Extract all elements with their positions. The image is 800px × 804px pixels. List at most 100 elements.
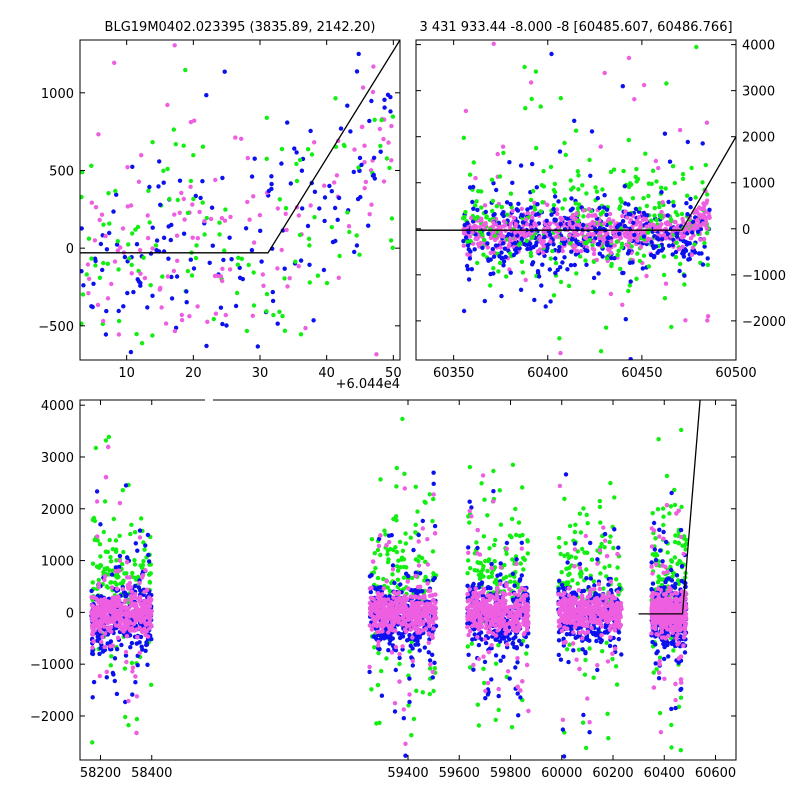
green-point [599,349,603,353]
magenta-point [214,312,218,316]
green-point [134,332,138,336]
blue-point [491,213,495,217]
green-point [608,221,612,225]
blue-point [210,206,214,210]
blue-point [204,344,208,348]
blue-point [271,290,275,294]
blue-point [110,572,114,576]
magenta-point [599,144,603,148]
blue-point [641,266,645,270]
green-point [387,166,391,170]
blue-point [701,262,705,266]
blue-point [539,283,543,287]
green-point [580,547,584,551]
magenta-point [118,245,122,249]
blue-point [484,210,488,214]
magenta-point [570,215,574,219]
magenta-point [404,629,408,633]
blue-point [503,255,507,259]
blue-point [661,246,665,250]
magenta-point [545,203,549,207]
green-point [415,509,419,513]
magenta-point [98,218,102,222]
magenta-point [501,234,505,238]
green-point [510,725,514,729]
green-point [669,745,673,749]
green-point [662,254,666,258]
green-point [645,204,649,208]
blue-point [508,202,512,206]
magenta-point [362,144,366,148]
green-point [605,712,609,716]
blue-point [519,163,523,167]
blue-point [348,129,352,133]
green-point [671,648,675,652]
green-point [89,164,93,168]
blue-point [562,754,566,758]
green-point [523,558,527,562]
green-point [462,136,466,140]
green-point [430,519,434,523]
green-point [615,682,619,686]
model-curve [80,40,400,253]
green-point [534,146,538,150]
blue-point [480,246,484,250]
green-point [582,550,586,554]
green-point [576,173,580,177]
magenta-point [591,232,595,236]
green-point [508,251,512,255]
green-point [481,574,485,578]
blue-point [95,489,99,493]
green-point [252,303,256,307]
magenta-point [352,147,356,151]
blue-point [170,296,174,300]
green-point [397,662,401,666]
blue-point [224,323,228,327]
green-point [280,147,284,151]
green-point [299,332,303,336]
green-point [369,687,373,691]
green-point [574,271,578,275]
magenta-point [609,292,613,296]
blue-point [686,140,690,144]
green-point [529,198,533,202]
blue-point [688,205,692,209]
blue-point [658,548,662,552]
green-point [615,253,619,257]
blue-point [114,565,118,569]
top-right-ytick-label: −1000 [742,269,786,284]
blue-point [499,561,503,565]
green-point [590,558,594,562]
magenta-point [501,145,505,149]
green-point [581,721,585,725]
green-point [403,531,407,535]
blue-point [145,663,149,667]
green-point [90,740,94,744]
green-point [557,545,561,549]
green-point [581,506,585,510]
magenta-point [560,217,564,221]
green-point [490,209,494,213]
blue-point [557,579,561,583]
magenta-point [530,215,534,219]
green-point [565,647,569,651]
green-point [673,555,677,559]
magenta-point [570,225,574,229]
green-point [104,550,108,554]
blue-point [289,181,293,185]
magenta-point [679,231,683,235]
green-point [675,213,679,217]
blue-point [466,243,470,247]
magenta-point [611,230,615,234]
magenta-point [164,321,168,325]
green-point [541,169,545,173]
green-point [265,157,269,161]
green-point [468,566,472,570]
green-point [634,167,638,171]
blue-point [669,568,673,572]
blue-point [313,190,317,194]
blue-point [499,294,503,298]
green-point [414,485,418,489]
